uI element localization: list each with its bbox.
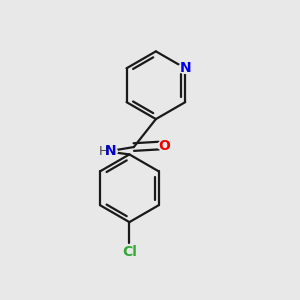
- Ellipse shape: [158, 141, 171, 150]
- Text: H: H: [99, 145, 108, 158]
- Text: O: O: [158, 139, 170, 153]
- Text: N: N: [105, 144, 117, 158]
- Ellipse shape: [178, 63, 192, 73]
- Ellipse shape: [99, 146, 117, 157]
- Ellipse shape: [121, 247, 138, 257]
- Text: Cl: Cl: [122, 245, 137, 259]
- Text: N: N: [179, 61, 191, 75]
